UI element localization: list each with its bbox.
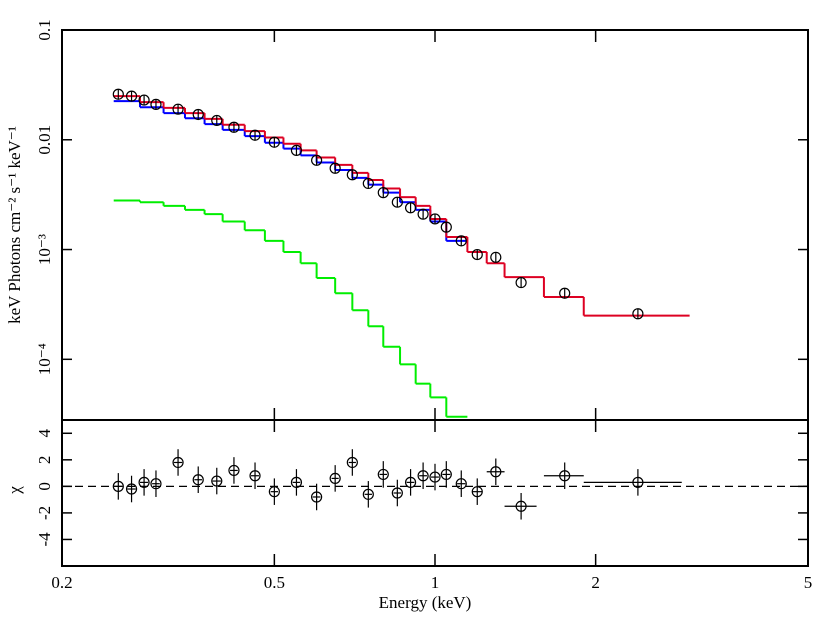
data-point: [211, 475, 223, 487]
plot-frame: [61, 419, 809, 567]
data-point: [138, 476, 150, 488]
x-tick-label: 2: [591, 573, 600, 592]
x-axis-label: Energy (keV): [379, 593, 472, 612]
data-point: [346, 456, 358, 469]
y-tick-label: 0: [35, 482, 54, 491]
x-tick-label: 1: [431, 573, 440, 592]
data-point: [391, 487, 403, 499]
data-point: [404, 476, 417, 488]
data-point: [268, 486, 280, 498]
data-point: [329, 472, 341, 484]
data-point: [125, 483, 138, 495]
data-point: [377, 468, 389, 481]
y-tick-label: 0.01: [35, 125, 54, 155]
data-point: [455, 478, 467, 490]
y-tick-label: 10⁻⁴: [35, 343, 54, 375]
y-axis-label: keV Photons cm⁻² s⁻¹ keV⁻¹: [5, 126, 24, 324]
data-point: [559, 470, 571, 482]
data-point: [471, 486, 483, 498]
data-point: [172, 456, 184, 469]
y-tick-label: 2: [35, 456, 54, 465]
data-point: [150, 478, 162, 490]
data-point: [112, 480, 124, 492]
residual-axis-label: χ: [5, 486, 24, 495]
data-point: [290, 476, 303, 488]
data-point: [632, 476, 644, 488]
x-tick-label: 0.2: [51, 573, 72, 592]
data-point: [440, 468, 452, 481]
y-tick-label: 0.1: [35, 19, 54, 40]
x-tick-label: 0.5: [264, 573, 285, 592]
x-tick-label: 5: [804, 573, 813, 592]
y-tick-label: 10⁻³: [35, 234, 54, 265]
data-point: [311, 491, 323, 503]
data-point: [228, 464, 240, 477]
y-tick-label: -4: [35, 532, 54, 547]
data-point: [362, 488, 374, 500]
data-point: [490, 466, 502, 478]
y-tick-label: 4: [35, 429, 54, 438]
plot-frame: [61, 29, 809, 421]
data-point: [429, 471, 441, 483]
data-point: [249, 470, 261, 482]
data-point: [417, 470, 429, 482]
y-tick-label: -2: [35, 506, 54, 520]
data-point: [192, 474, 204, 486]
data-point: [515, 500, 527, 512]
